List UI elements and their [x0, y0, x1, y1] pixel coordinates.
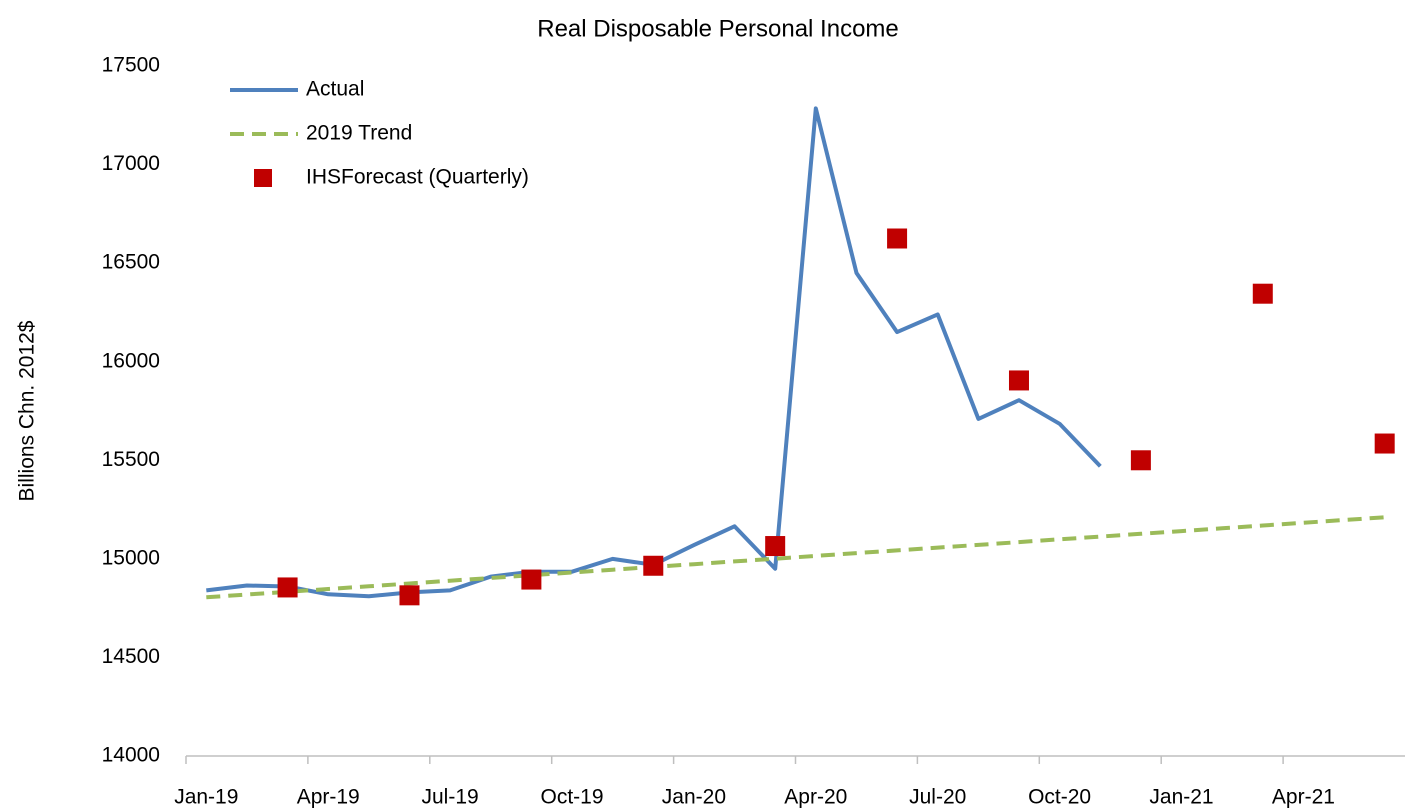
y-tick-label: 15500	[102, 448, 160, 471]
x-tick-label: Jan-20	[662, 786, 726, 809]
legend-label: Actual	[306, 78, 364, 101]
marker	[399, 585, 420, 606]
y-tick-label: 17500	[102, 54, 160, 77]
x-tick-label: Jan-19	[174, 786, 238, 809]
marker	[765, 536, 786, 557]
marker	[887, 228, 908, 249]
y-tick-label: 14000	[102, 744, 160, 767]
marker	[277, 577, 298, 598]
y-tick-label: 16500	[102, 251, 160, 274]
marker	[1252, 283, 1273, 304]
y-tick-label: 16000	[102, 349, 160, 372]
series-line	[206, 515, 1385, 600]
marker	[643, 555, 664, 576]
x-tick-label: Oct-20	[1028, 786, 1091, 809]
marker	[521, 569, 542, 590]
x-tick-label: Jul-20	[909, 786, 966, 809]
legend-swatch	[254, 169, 272, 187]
x-tick-label: Oct-19	[541, 786, 604, 809]
legend-label: IHSForecast (Quarterly)	[306, 166, 529, 189]
y-tick-label: 15000	[102, 546, 160, 569]
y-tick-label: 17000	[102, 152, 160, 175]
x-tick-label: Apr-21	[1272, 786, 1335, 809]
y-tick-label: 14500	[102, 645, 160, 668]
chart-title: Real Disposable Personal Income	[537, 15, 899, 42]
x-tick-label: Apr-20	[784, 786, 847, 809]
marker	[1008, 370, 1029, 391]
marker	[1374, 433, 1395, 454]
x-tick-label: Apr-19	[297, 786, 360, 809]
marker	[1130, 450, 1151, 471]
legend-label: 2019 Trend	[306, 122, 412, 145]
x-tick-label: Jul-19	[422, 786, 479, 809]
y-axis-label: Billions Chn. 2012$	[16, 320, 39, 501]
x-tick-label: Jan-21	[1149, 786, 1213, 809]
